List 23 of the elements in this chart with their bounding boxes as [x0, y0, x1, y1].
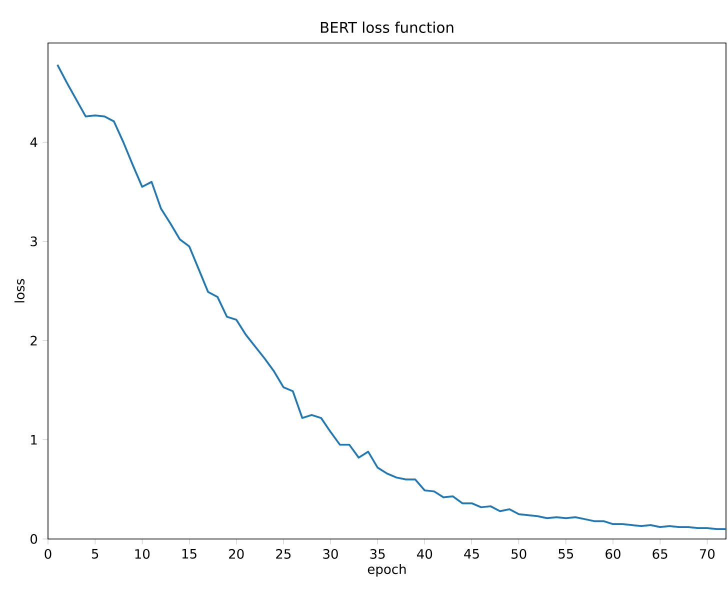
x-tick-label: 70	[700, 549, 715, 559]
x-tick-label: 0	[44, 549, 52, 559]
y-tick-label: 2	[30, 336, 37, 346]
x-tick-label: 5	[92, 549, 98, 559]
x-tick-label: 50	[512, 549, 526, 559]
y-tick-label: 1	[31, 435, 37, 445]
chart-title: BERT loss function	[320, 22, 454, 33]
x-tick-label: 25	[276, 549, 291, 559]
y-tick-label: 3	[30, 236, 37, 246]
x-tick-label: 35	[370, 549, 385, 559]
x-tick-label: 65	[652, 549, 668, 559]
y-tick-label: 0	[30, 534, 38, 544]
x-tick-label: 55	[558, 549, 574, 559]
x-tick-label: 60	[606, 549, 620, 559]
x-tick-label: 45	[464, 549, 479, 559]
x-tick-label: 30	[323, 549, 338, 559]
x-tick-label: 10	[135, 549, 150, 559]
y-tick-label: 4	[30, 137, 38, 147]
y-axis-title: loss	[14, 279, 25, 302]
x-tick-label: 40	[417, 549, 432, 559]
x-axis-title: epoch	[368, 564, 406, 577]
x-tick-label: 20	[229, 549, 244, 559]
x-tick-label: 15	[182, 549, 196, 559]
